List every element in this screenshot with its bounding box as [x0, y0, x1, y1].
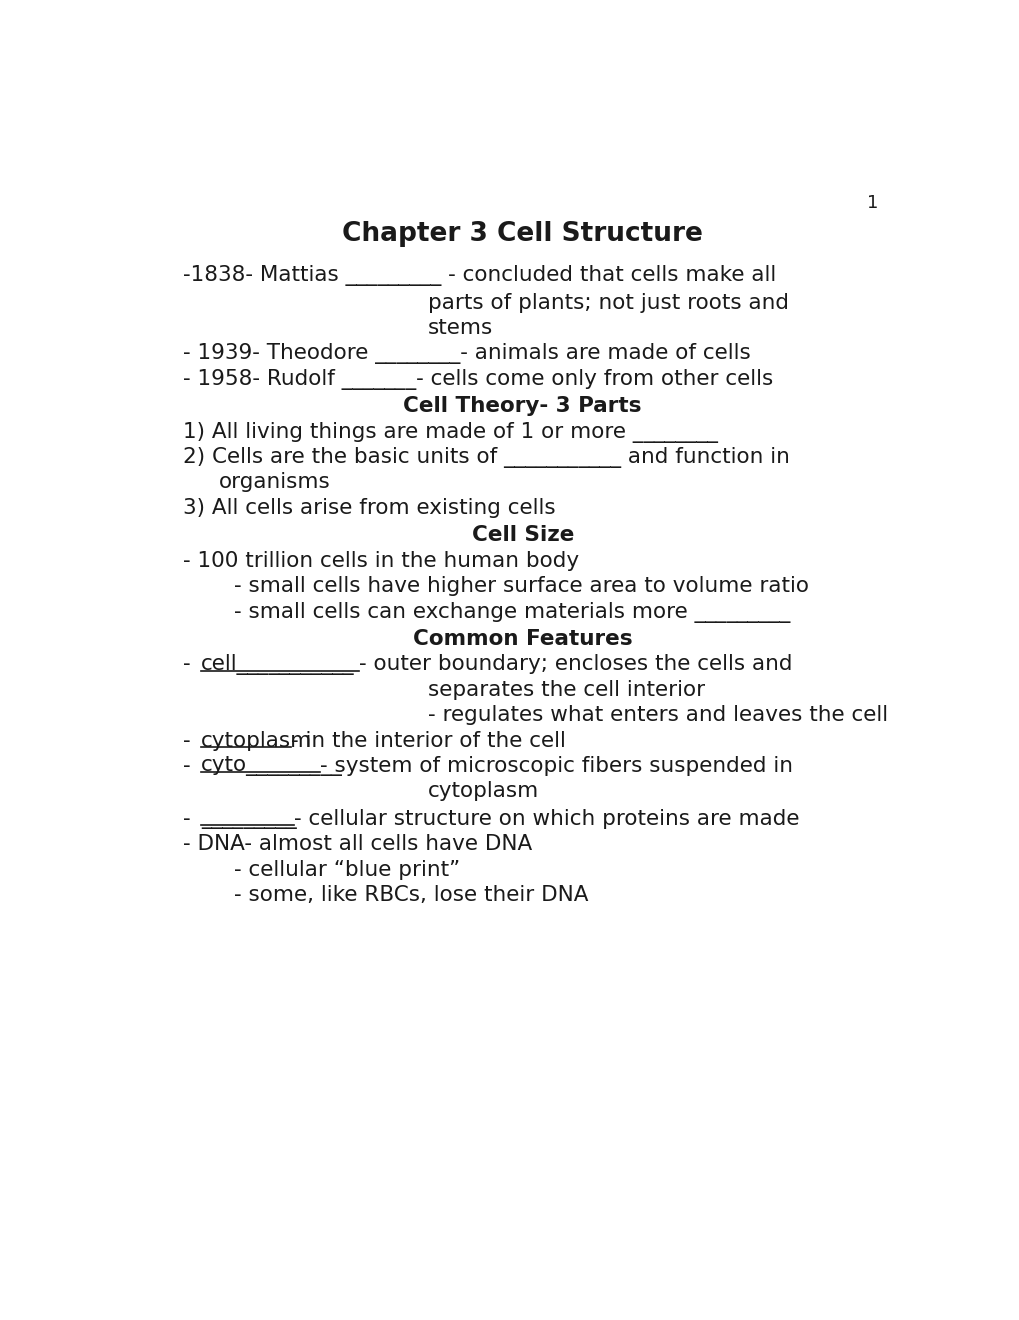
Text: - small cells have higher surface area to volume ratio: - small cells have higher surface area t…: [234, 576, 808, 597]
Text: 1) All living things are made of 1 or more ________: 1) All living things are made of 1 or mo…: [182, 421, 717, 442]
Text: - cellular “blue print”: - cellular “blue print”: [234, 859, 460, 879]
Text: Chapter 3 Cell Structure: Chapter 3 Cell Structure: [342, 222, 702, 247]
Text: - 100 trillion cells in the human body: - 100 trillion cells in the human body: [182, 550, 579, 570]
Text: - cellular structure on which proteins are made: - cellular structure on which proteins a…: [293, 809, 798, 829]
Text: - DNA- almost all cells have DNA: - DNA- almost all cells have DNA: [182, 834, 532, 854]
Text: - 1958- Rudolf _______- cells come only from other cells: - 1958- Rudolf _______- cells come only …: [182, 368, 772, 389]
Text: - some, like RBCs, lose their DNA: - some, like RBCs, lose their DNA: [234, 886, 588, 906]
Text: 2) Cells are the basic units of ___________ and function in: 2) Cells are the basic units of ________…: [182, 447, 789, 469]
Text: cyto_________: cyto_________: [201, 756, 342, 776]
Text: Cell Size: Cell Size: [471, 525, 574, 545]
Text: cytoplasm: cytoplasm: [201, 731, 312, 751]
Text: -1838- Mattias _________ - concluded that cells make all: -1838- Mattias _________ - concluded tha…: [182, 265, 775, 286]
Text: - system of microscopic fibers suspended in: - system of microscopic fibers suspended…: [319, 756, 792, 776]
Text: - outer boundary; encloses the cells and: - outer boundary; encloses the cells and: [359, 655, 792, 675]
Text: _________: _________: [201, 809, 297, 829]
Text: -: -: [182, 731, 197, 751]
Text: 1: 1: [866, 194, 877, 213]
Text: Common Features: Common Features: [413, 630, 632, 649]
Text: - in the interior of the cell: - in the interior of the cell: [290, 731, 566, 751]
Text: separates the cell interior: separates the cell interior: [428, 680, 704, 700]
Text: - 1939- Theodore ________- animals are made of cells: - 1939- Theodore ________- animals are m…: [182, 343, 750, 364]
Text: cell___________: cell___________: [201, 655, 355, 676]
Text: parts of plants; not just roots and: parts of plants; not just roots and: [428, 293, 788, 313]
Text: -: -: [182, 756, 197, 776]
Text: cytoplasm: cytoplasm: [428, 781, 539, 801]
Text: - regulates what enters and leaves the cell: - regulates what enters and leaves the c…: [428, 705, 888, 725]
Text: organisms: organisms: [218, 473, 330, 492]
Text: stems: stems: [428, 318, 492, 338]
Text: - small cells can exchange materials more _________: - small cells can exchange materials mor…: [234, 602, 790, 623]
Text: Cell Theory- 3 Parts: Cell Theory- 3 Parts: [404, 396, 641, 416]
Text: -: -: [182, 655, 197, 675]
Text: -: -: [182, 809, 197, 829]
Text: 3) All cells arise from existing cells: 3) All cells arise from existing cells: [182, 498, 555, 517]
